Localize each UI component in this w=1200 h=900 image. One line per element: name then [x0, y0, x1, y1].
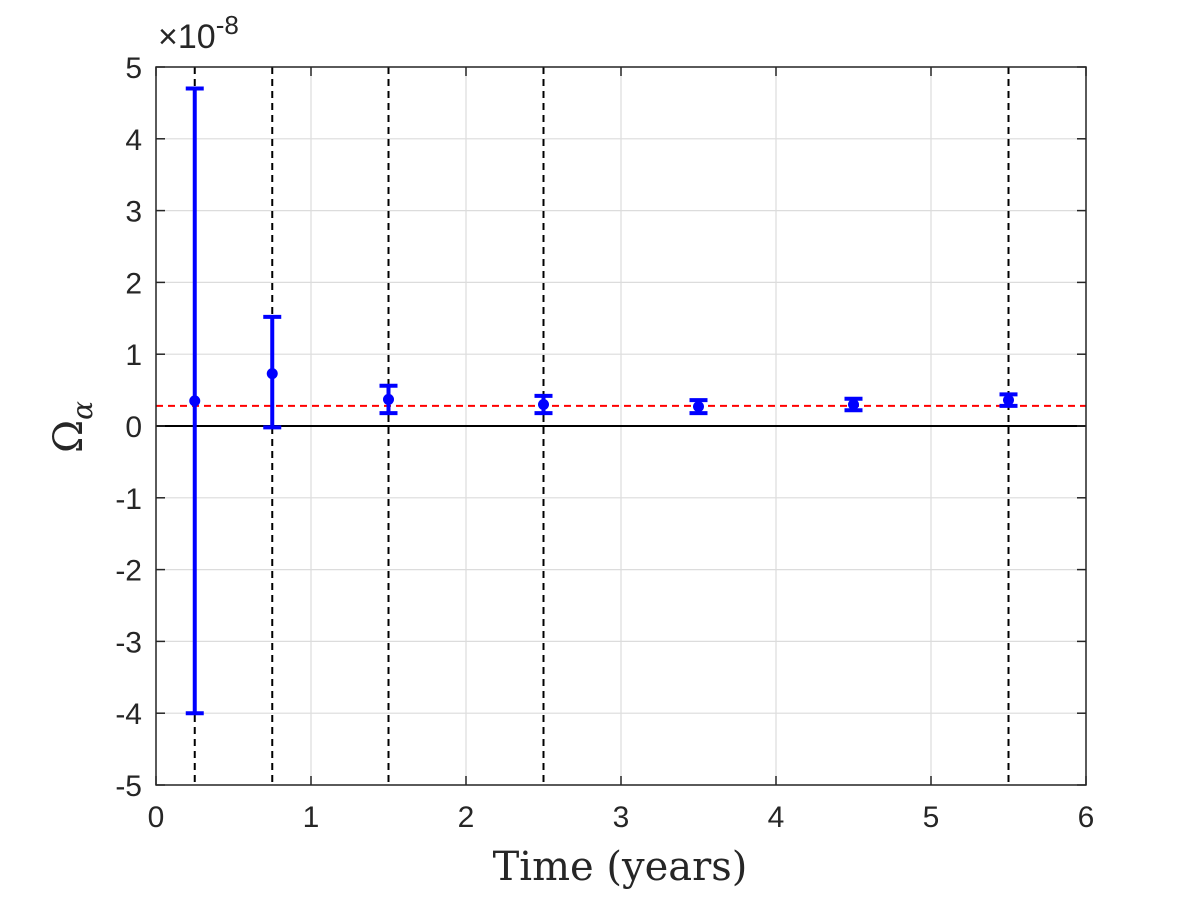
x-tick-label: 6 — [1078, 801, 1095, 834]
x-tick-label: 1 — [303, 801, 320, 834]
data-point — [1003, 394, 1014, 406]
x-tick-label: 2 — [458, 801, 475, 834]
y-axis-label-symbol: Ω — [46, 420, 92, 453]
y-axis-label: Ωα — [46, 401, 99, 453]
data-point — [693, 401, 704, 413]
data-point — [189, 395, 201, 407]
y-axis-exponent-prefix: ×10 — [158, 18, 216, 56]
x-tick-label: 3 — [613, 801, 630, 834]
y-tick-label: -2 — [115, 555, 142, 588]
data-point — [383, 393, 394, 405]
data-point — [266, 368, 278, 380]
y-tick-label: 2 — [125, 267, 142, 300]
tick-layer: 0 1 2 3 4 5 6 -5 -4 -3 -2 -1 0 1 2 3 4 5 — [115, 52, 1094, 834]
y-tick-label: -1 — [115, 483, 142, 516]
y-tick-label: 5 — [125, 52, 142, 85]
reference-line-layer — [156, 404, 1086, 427]
x-tick-label: 5 — [923, 801, 940, 834]
y-tick-label: -4 — [115, 698, 142, 731]
data-point — [538, 398, 549, 410]
x-tick-label: 4 — [768, 801, 785, 834]
x-tick-label: 0 — [148, 801, 165, 834]
y-tick-label: 0 — [125, 411, 142, 444]
y-tick-label: -5 — [115, 770, 142, 803]
y-axis-exponent: ×10-8 — [158, 10, 239, 56]
data-point — [848, 398, 859, 410]
data-layer — [185, 86, 1018, 716]
x-axis-label: Time (years) — [493, 844, 748, 890]
y-tick-label: 1 — [125, 339, 142, 372]
y-axis-exponent-power: -8 — [216, 10, 239, 40]
y-axis-label-subscript: α — [66, 401, 99, 420]
y-tick-label: -3 — [115, 626, 142, 659]
y-tick-label: 4 — [125, 124, 142, 157]
y-tick-label: 3 — [125, 196, 142, 229]
